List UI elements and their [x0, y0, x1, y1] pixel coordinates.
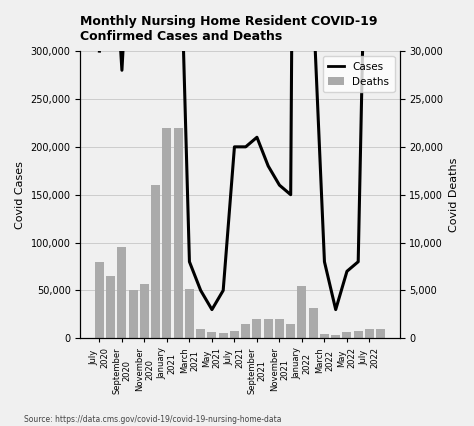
Bar	[354, 331, 363, 338]
Legend: Cases, Deaths: Cases, Deaths	[323, 56, 394, 92]
Bar	[185, 288, 194, 338]
Bar	[376, 329, 385, 338]
Bar	[253, 319, 262, 338]
Bar	[106, 276, 115, 338]
Bar	[365, 329, 374, 338]
Text: Monthly Nursing Home Resident COVID-19
Confirmed Cases and Deaths: Monthly Nursing Home Resident COVID-19 C…	[81, 15, 378, 43]
Bar	[298, 286, 307, 338]
Y-axis label: Covid Deaths: Covid Deaths	[449, 158, 459, 232]
Bar	[208, 331, 217, 338]
Bar	[128, 291, 137, 338]
Bar	[140, 284, 149, 338]
Bar	[118, 248, 127, 338]
Bar	[173, 128, 182, 338]
Bar	[163, 128, 172, 338]
Bar	[196, 329, 205, 338]
Bar	[286, 324, 295, 338]
Bar	[95, 262, 104, 338]
Bar	[230, 331, 239, 338]
Text: Source: https://data.cms.gov/covid-19/covid-19-nursing-home-data: Source: https://data.cms.gov/covid-19/co…	[24, 415, 281, 424]
Bar	[151, 185, 160, 338]
Bar	[264, 319, 273, 338]
Y-axis label: Covid Cases: Covid Cases	[15, 161, 25, 229]
Bar	[331, 335, 340, 338]
Bar	[309, 308, 318, 338]
Bar	[320, 334, 329, 338]
Bar	[275, 319, 284, 338]
Bar	[342, 331, 351, 338]
Bar	[241, 324, 250, 338]
Bar	[219, 333, 228, 338]
